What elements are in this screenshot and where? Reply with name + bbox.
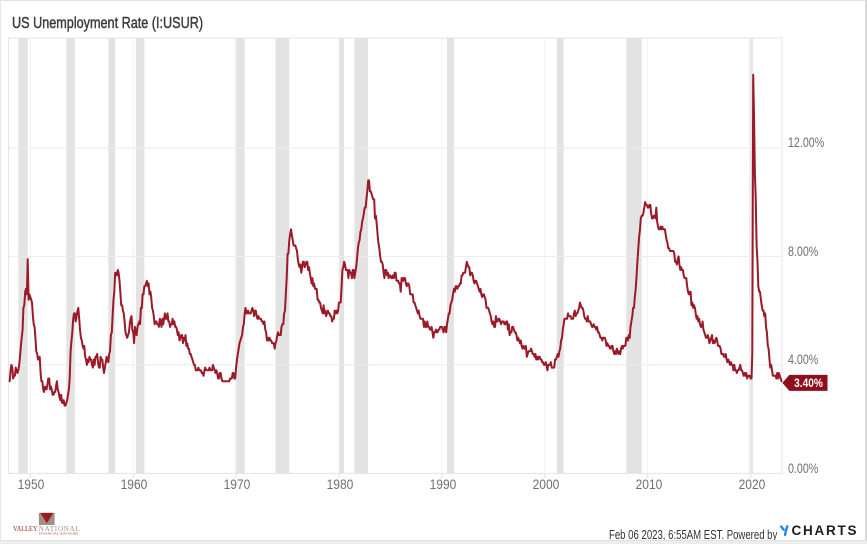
svg-text:3.40%: 3.40% xyxy=(794,377,823,390)
